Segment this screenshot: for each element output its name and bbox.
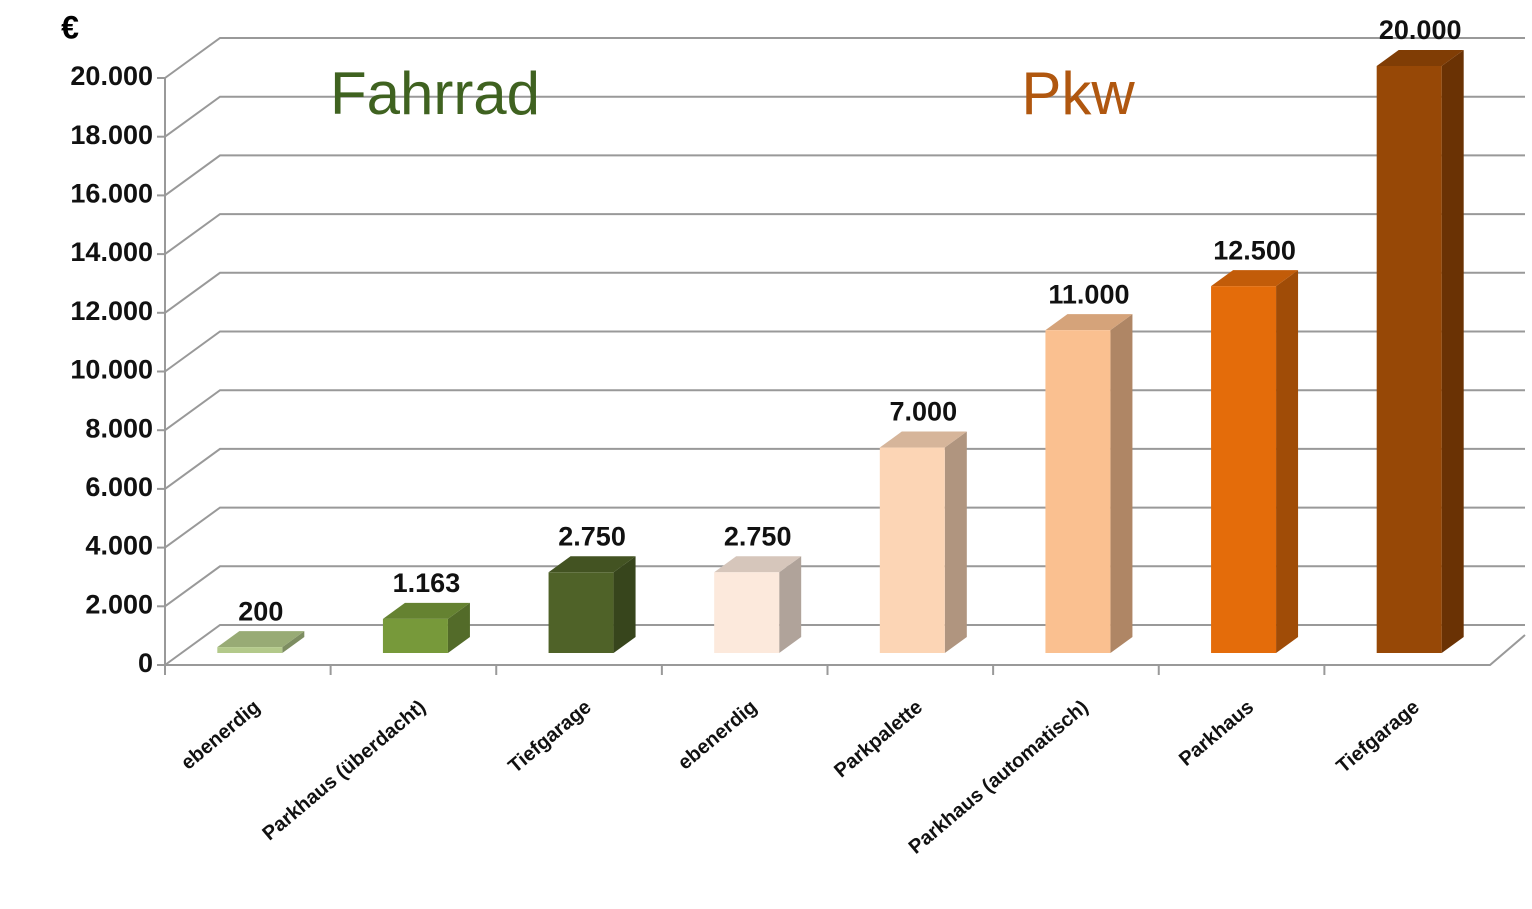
bar: [1211, 286, 1277, 653]
bar: [217, 647, 283, 653]
value-label: 7.000: [890, 397, 958, 427]
grid-line: [164, 447, 1525, 490]
bar: [879, 447, 945, 653]
y-tick-label: 8.000: [85, 413, 153, 443]
bar-top: [1376, 50, 1464, 66]
grid-line: [164, 389, 1525, 432]
y-tick-label: 0: [138, 648, 153, 678]
value-label: 12.500: [1213, 235, 1296, 265]
x-tick-label: Tiefgarage: [1332, 696, 1423, 778]
bar-side: [1110, 314, 1133, 653]
bar-top: [548, 556, 636, 573]
y-tick-label: 18.000: [70, 120, 153, 150]
floor-edge: [165, 634, 1526, 666]
y-axis-label: €: [61, 9, 79, 45]
bar-side: [944, 431, 967, 653]
bar: [1376, 66, 1442, 653]
value-label: 1.163: [393, 568, 461, 598]
y-tick-label: 2.000: [85, 589, 153, 619]
grid-line: [164, 565, 1525, 608]
x-tick-label: Parkhaus (überdacht): [258, 696, 430, 845]
bar: [548, 572, 614, 653]
y-tick-label: 16.000: [70, 179, 153, 209]
bar-top: [1211, 270, 1299, 287]
x-tick-label: ebenerdig: [177, 696, 264, 774]
x-tick-label: ebenerdig: [674, 696, 761, 774]
grid-line: [164, 95, 1525, 138]
bar-side: [282, 631, 305, 653]
value-label: 2.750: [558, 521, 626, 551]
bar-top: [217, 631, 305, 648]
y-tick-label: 6.000: [85, 472, 153, 502]
grid-line: [164, 330, 1525, 373]
bar: [714, 572, 780, 653]
x-tick-label: Tiefgarage: [504, 696, 595, 778]
value-label: 2.750: [724, 521, 792, 551]
bar-side: [1276, 270, 1299, 653]
x-tick-label: Parkpalette: [830, 696, 927, 782]
bar-side: [613, 556, 636, 653]
grid-line: [164, 37, 1525, 79]
bar-top: [714, 556, 802, 573]
value-label: 11.000: [1048, 279, 1129, 309]
grid-line: [164, 624, 1525, 666]
bar-top: [1045, 314, 1133, 331]
y-tick-label: 12.000: [70, 296, 153, 326]
grid-line: [164, 271, 1525, 314]
y-tick-label: 10.000: [70, 355, 153, 385]
bar-side: [447, 602, 470, 653]
y-tick-label: 20.000: [70, 61, 153, 91]
bar-side: [1441, 50, 1464, 653]
value-label: 200: [238, 596, 283, 626]
x-tick-label: Parkhaus: [1175, 696, 1258, 771]
bar: [382, 618, 448, 653]
annotation: Pkw: [1021, 60, 1135, 127]
grid-line: [164, 154, 1525, 197]
y-tick-label: 14.000: [70, 237, 153, 267]
bar-top: [879, 431, 967, 448]
y-tick-label: 4.000: [85, 531, 153, 561]
annotation: Fahrrad: [330, 60, 540, 127]
value-label: 20.000: [1379, 15, 1462, 45]
grid-line: [164, 213, 1525, 255]
grid-line: [164, 506, 1525, 549]
bar-top: [382, 602, 470, 619]
bar: [1045, 330, 1111, 653]
bar-side: [779, 556, 802, 653]
x-tick-label: Parkhaus (automatisch): [905, 696, 1093, 859]
